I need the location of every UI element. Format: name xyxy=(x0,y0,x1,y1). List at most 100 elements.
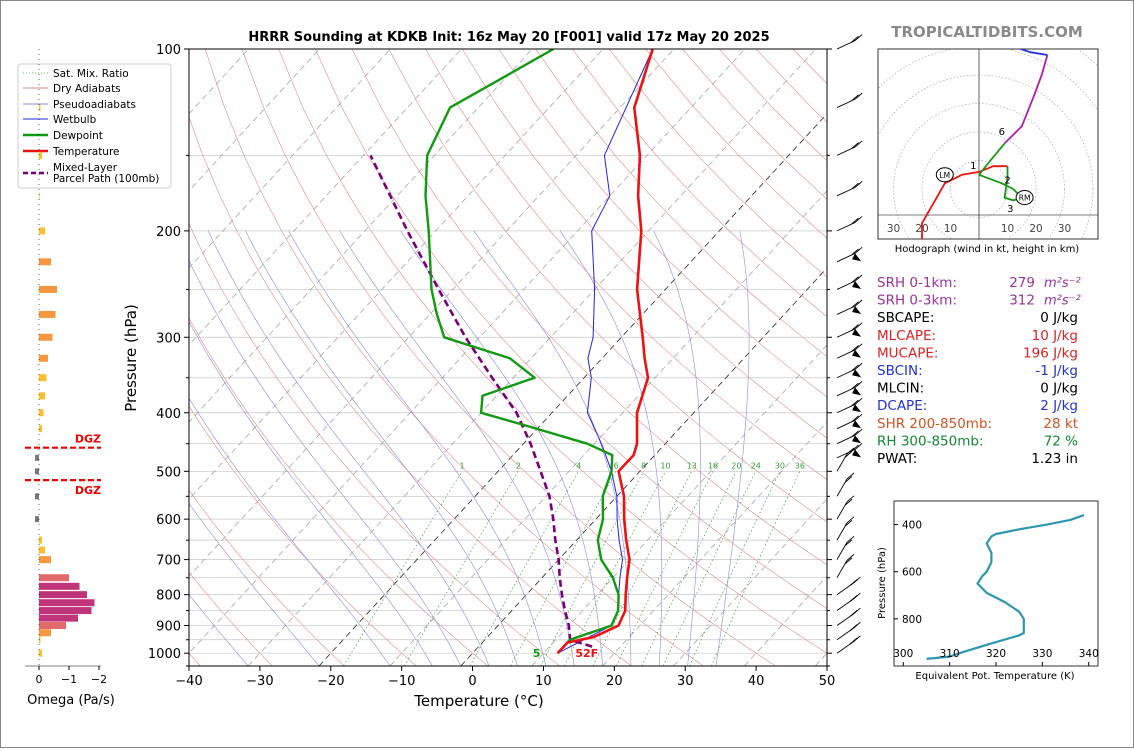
omega-bar xyxy=(39,151,42,159)
wind-barb-feather xyxy=(851,415,859,423)
wind-barb-feather xyxy=(844,451,853,458)
theta-e-x-tick-label: 330 xyxy=(1032,648,1052,660)
legend-box xyxy=(17,63,172,189)
omega-tick-label: −2 xyxy=(91,673,107,686)
mixing-ratio-line xyxy=(563,471,666,666)
x-tick-label: 30 xyxy=(677,674,694,689)
wind-barb-feather xyxy=(846,535,855,543)
wind-barb-feather xyxy=(844,557,853,565)
wind-barb-feather xyxy=(846,516,855,524)
y-tick-label: 800 xyxy=(156,589,181,604)
hodograph-caption: Hodograph (wind in kt, height in km) xyxy=(895,244,1080,255)
index-value: 10 J/kg xyxy=(1032,328,1078,344)
wind-barb-feather xyxy=(849,637,858,645)
legend-label: Temperature xyxy=(52,146,120,158)
pseudoadiabat-line xyxy=(189,397,391,666)
pseudoadiabat-line xyxy=(189,594,249,666)
wind-barb-feather xyxy=(851,35,859,43)
index-value: 196 J/kg xyxy=(1023,345,1078,361)
y-tick-label: 100 xyxy=(156,43,181,58)
legend-label: Dry Adiabats xyxy=(53,83,121,95)
theta-e-x-tick-label: 320 xyxy=(986,648,1006,660)
theta-e-ylabel: Pressure (hPa) xyxy=(877,547,888,619)
wind-barb-flag xyxy=(852,349,862,358)
skewt-legend: Sat. Mix. Ratio Dry Adiabats Pseudoadiabat… xyxy=(17,63,172,189)
dry-adiabat-line xyxy=(535,49,827,358)
hodograph-height-label: 1 xyxy=(970,161,976,172)
y-tick-label: 200 xyxy=(156,225,181,240)
pseudoadiabat-line xyxy=(189,503,320,666)
mixing-ratio-label: 13 xyxy=(687,461,697,470)
index-value: 2 J/kg xyxy=(1040,398,1078,414)
theta-e-y-tick-label: 600 xyxy=(902,567,922,579)
hodograph-ring-label: 30 xyxy=(1058,223,1071,235)
hodograph-trace xyxy=(1003,54,1049,145)
x-tick-label: 10 xyxy=(535,674,552,689)
dry-adiabat-line xyxy=(425,49,827,480)
dry-adiabat-line xyxy=(315,49,827,609)
index-unit: m²s⁻² xyxy=(1044,276,1081,291)
index-value: 279 xyxy=(1009,275,1035,291)
wind-barb-feather xyxy=(846,495,855,503)
dry-adiabat-line xyxy=(351,49,827,566)
index-name: PWAT: xyxy=(877,451,917,467)
x-tick-label: 0 xyxy=(468,674,476,689)
skewt-profiles: 52F 5 xyxy=(369,49,654,660)
left-mover-label: LM xyxy=(939,171,950,180)
x-tick-label: −30 xyxy=(246,674,273,689)
hodograph-trace xyxy=(978,142,1006,176)
pseudoadiabat-line xyxy=(339,230,575,666)
hodograph-ring-label: 10 xyxy=(1001,223,1014,235)
pseudoadiabat-line xyxy=(400,230,603,666)
omega-bar xyxy=(35,454,39,461)
wind-barb-feather xyxy=(849,610,858,617)
dry-adiabat-line xyxy=(189,489,345,666)
y-tick-label: 1000 xyxy=(148,647,181,662)
wind-barb-feather xyxy=(851,276,859,284)
omega-bar xyxy=(39,409,44,417)
hodograph-height-label: 2 xyxy=(1004,175,1010,186)
wind-barb-flag xyxy=(852,306,862,314)
omega-bar xyxy=(39,582,80,590)
dry-adiabat-line xyxy=(278,49,827,654)
mixing-ratio-line xyxy=(711,471,801,666)
dry-adiabat-line xyxy=(189,571,273,666)
wind-barb-feather xyxy=(851,430,859,438)
skewt-xlabel: Temperature (°C) xyxy=(413,692,543,710)
theta-e-y-tick-label: 400 xyxy=(902,520,922,532)
x-tick-label: −20 xyxy=(317,674,344,689)
index-name: SRH 0-1km: xyxy=(877,275,957,291)
wind-barb-feather xyxy=(851,382,859,390)
index-value: 0 J/kg xyxy=(1040,310,1078,326)
omega-bar xyxy=(39,622,66,630)
wind-barb-feather xyxy=(854,413,863,421)
wind-barb-feather xyxy=(844,476,853,483)
hodograph-ring xyxy=(893,103,1065,239)
wind-barb-flag xyxy=(852,369,862,378)
omega-bar xyxy=(39,574,69,582)
index-value: -1 J/kg xyxy=(1035,363,1078,379)
wind-barb-feather xyxy=(854,397,863,405)
wind-barb-feather xyxy=(851,248,859,256)
omega-bar xyxy=(39,536,42,544)
x-tick-label: 20 xyxy=(606,674,623,689)
y-tick-label: 300 xyxy=(156,331,181,346)
omega-bar xyxy=(39,614,78,622)
index-name: MLCIN: xyxy=(877,381,924,397)
wind-barb-feather xyxy=(851,399,859,407)
dry-adiabat-line xyxy=(498,49,827,398)
hodograph-plot: 1 2 3 6 9 LM RM xyxy=(878,49,1098,239)
theta-e-x-tick-label: 340 xyxy=(1079,648,1099,660)
indices-table: SRH 0-1km: 279 m²s⁻² SRH 0-3km: 312 m²s⁻² SBCA… xyxy=(877,275,1081,467)
chart-title: HRRR Sounding at KDKB Init: 16z May 20 [… xyxy=(248,30,769,45)
legend-label: Pseudoadiabats xyxy=(53,99,136,111)
dry-adiabat-line xyxy=(204,49,704,666)
hodograph-height-label: 6 xyxy=(999,127,1005,138)
wind-barb-feather xyxy=(851,345,859,352)
pseudoadiabat-line xyxy=(207,230,490,666)
wind-barb-feather xyxy=(846,447,855,455)
wind-barb-flag xyxy=(852,435,862,444)
omega-bar xyxy=(35,468,39,475)
skewt-background-lines: 1 2 4 6 8 10 13 16 20 24 30 36 xyxy=(189,49,827,666)
